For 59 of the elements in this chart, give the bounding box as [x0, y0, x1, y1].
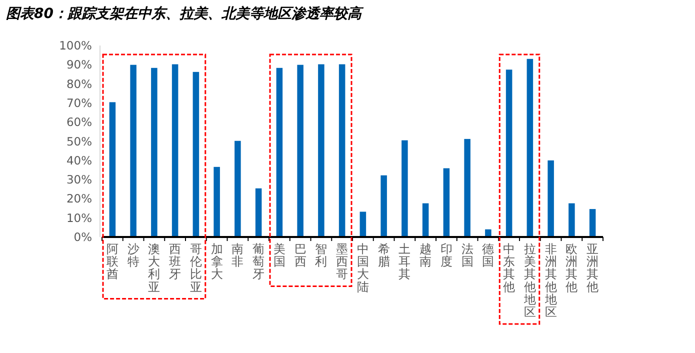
bar	[526, 58, 534, 237]
x-tick-label: 加拿大	[210, 242, 223, 282]
x-tick-label: 墨西哥	[336, 242, 348, 282]
x-tick-label: 非洲其他地区	[544, 242, 557, 319]
chart-title: 图表80：跟踪支架在中东、拉美、北美等地区渗透率较高	[6, 5, 364, 22]
y-tick-label: 10%	[66, 210, 92, 225]
y-tick-label: 50%	[66, 134, 92, 148]
y-tick-label: 70%	[66, 96, 92, 110]
bar	[548, 160, 554, 237]
bar	[338, 64, 346, 237]
y-tick-label: 0%	[74, 230, 92, 244]
x-tick-label: 西班牙	[169, 242, 182, 282]
y-tick-label: 20%	[66, 192, 92, 206]
x-tick-label: 哥伦比亚	[190, 242, 202, 294]
bar	[464, 138, 470, 237]
bar	[109, 102, 116, 237]
y-tick-label: 40%	[66, 153, 92, 168]
x-tick-label: 中东其他	[503, 242, 516, 294]
y-tick-label: 90%	[66, 58, 92, 72]
bar	[130, 64, 136, 237]
bar	[422, 203, 429, 237]
bar	[172, 64, 178, 237]
bar	[297, 64, 304, 237]
x-tick-label: 亚洲其他	[586, 242, 599, 294]
bar	[276, 68, 283, 237]
x-tick-label: 土耳其	[398, 242, 411, 282]
bar	[192, 72, 200, 237]
x-tick-label: 越南	[420, 242, 432, 269]
bar	[255, 188, 262, 237]
x-tick-label: 葡萄牙	[252, 242, 265, 282]
bar	[360, 212, 366, 237]
bar	[402, 140, 408, 237]
bar	[568, 203, 575, 237]
x-tick-label: 印度	[440, 242, 452, 269]
bar	[443, 168, 450, 237]
x-tick-label: 南非	[232, 242, 244, 269]
x-tick-label: 欧洲其他	[566, 242, 578, 294]
x-tick-label: 澳大利亚	[148, 242, 160, 294]
x-tick-label: 德国	[482, 242, 494, 269]
bar	[151, 68, 158, 237]
bar	[589, 209, 596, 237]
bar	[318, 64, 324, 237]
bar	[380, 175, 387, 237]
x-tick-label: 阿联酋	[106, 242, 118, 282]
y-tick-label: 100%	[59, 38, 92, 52]
x-tick-label: 美国	[273, 242, 286, 269]
x-tick-label: 沙特	[127, 242, 140, 269]
y-tick-label: 60%	[66, 115, 92, 130]
x-tick-label: 巴西	[294, 242, 306, 269]
bar	[234, 140, 241, 237]
x-tick-label: 中国大陆	[356, 242, 369, 294]
x-tick-label: 希腊	[378, 242, 390, 269]
x-tick-label: 拉美其他地区	[522, 242, 536, 319]
bar	[214, 166, 220, 237]
y-tick-label: 80%	[66, 76, 92, 91]
x-tick-label: 法国	[461, 242, 474, 269]
x-tick-label: 智利	[315, 242, 328, 269]
y-tick-label: 30%	[66, 172, 92, 187]
bar	[506, 70, 512, 237]
